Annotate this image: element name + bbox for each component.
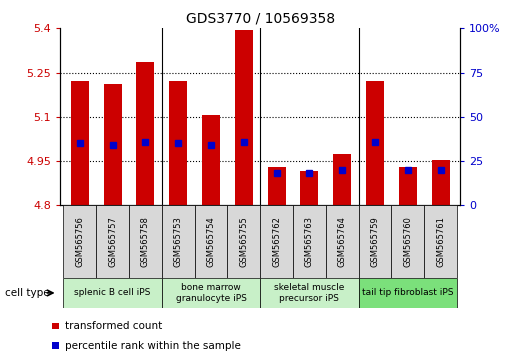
- Bar: [96, 205, 129, 278]
- Text: GSM565762: GSM565762: [272, 216, 281, 267]
- Text: GSM565757: GSM565757: [108, 216, 117, 267]
- Text: GSM565758: GSM565758: [141, 216, 150, 267]
- Text: tail tip fibroblast iPS: tail tip fibroblast iPS: [362, 289, 453, 297]
- Text: bone marrow
granulocyte iPS: bone marrow granulocyte iPS: [176, 283, 246, 303]
- Text: GSM565760: GSM565760: [403, 216, 412, 267]
- Bar: [293, 205, 326, 278]
- Bar: [326, 205, 359, 278]
- Text: splenic B cell iPS: splenic B cell iPS: [74, 289, 151, 297]
- Bar: [104, 84, 122, 205]
- Bar: [268, 167, 286, 205]
- Bar: [63, 205, 96, 278]
- Bar: [359, 278, 457, 308]
- Bar: [228, 205, 260, 278]
- Bar: [63, 278, 162, 308]
- Text: GSM565755: GSM565755: [240, 216, 248, 267]
- Title: GDS3770 / 10569358: GDS3770 / 10569358: [186, 12, 335, 26]
- Bar: [399, 167, 417, 205]
- Text: GSM565759: GSM565759: [370, 216, 380, 267]
- Text: GSM565753: GSM565753: [174, 216, 183, 267]
- Text: skeletal muscle
precursor iPS: skeletal muscle precursor iPS: [274, 283, 345, 303]
- Bar: [71, 81, 89, 205]
- Bar: [424, 205, 457, 278]
- Text: GSM565756: GSM565756: [75, 216, 84, 267]
- Bar: [162, 278, 260, 308]
- Bar: [169, 81, 187, 205]
- Bar: [391, 205, 424, 278]
- Bar: [202, 115, 220, 205]
- Text: GSM565764: GSM565764: [338, 216, 347, 267]
- Bar: [431, 160, 450, 205]
- Bar: [195, 205, 228, 278]
- Bar: [260, 278, 359, 308]
- Text: GSM565763: GSM565763: [305, 216, 314, 267]
- Bar: [137, 62, 154, 205]
- Bar: [300, 171, 319, 205]
- Bar: [235, 30, 253, 205]
- Bar: [366, 81, 384, 205]
- Text: GSM565754: GSM565754: [207, 216, 215, 267]
- Bar: [162, 205, 195, 278]
- Bar: [129, 205, 162, 278]
- Bar: [260, 205, 293, 278]
- Text: transformed count: transformed count: [65, 321, 163, 331]
- Text: GSM565761: GSM565761: [436, 216, 445, 267]
- Text: cell type: cell type: [5, 288, 50, 298]
- Bar: [359, 205, 391, 278]
- Text: percentile rank within the sample: percentile rank within the sample: [65, 341, 241, 350]
- Bar: [333, 154, 351, 205]
